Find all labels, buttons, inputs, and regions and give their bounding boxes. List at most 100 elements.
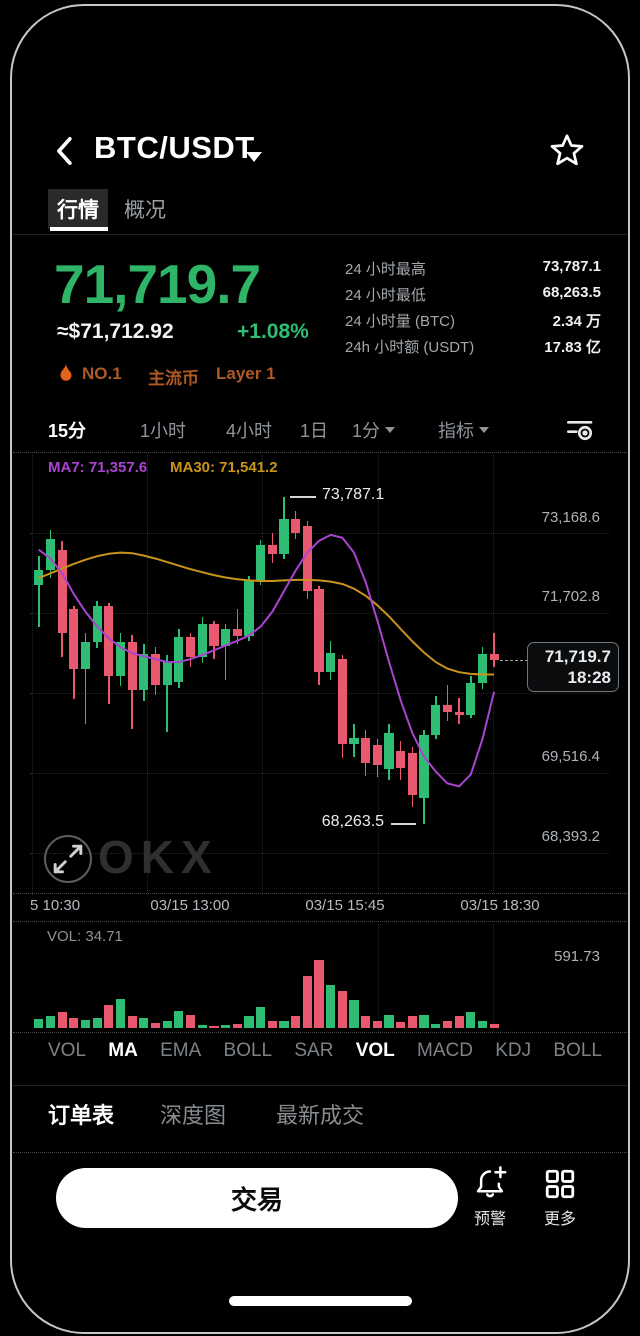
candlestick-chart[interactable]: 73,168.6 71,702.8 69,516.4 68,393.2 73,787.1… — [0, 455, 640, 895]
indicator-ma[interactable]: MA — [108, 1040, 138, 1061]
back-icon[interactable] — [50, 134, 80, 168]
y-axis-label: 69,516.4 — [541, 748, 600, 765]
active-tab-underline — [50, 227, 108, 231]
candle-body — [209, 624, 219, 646]
tab-depth-chart[interactable]: 深度图 — [160, 1103, 227, 1128]
low-annotation-line — [391, 823, 417, 826]
timeframe-1h[interactable]: 1小时 — [140, 421, 187, 441]
candle-body — [104, 606, 114, 677]
stat-row-volume-btc: 24 小时量 (BTC) 2.34 万 — [345, 310, 601, 330]
pair-dropdown-caret-icon[interactable] — [246, 152, 262, 162]
volume-bar — [162, 1020, 172, 1028]
volume-bar — [477, 1021, 488, 1028]
volume-bar — [69, 1017, 79, 1028]
candle-body — [477, 653, 488, 684]
volume-bar — [326, 985, 336, 1028]
candle-body — [291, 518, 301, 534]
volume-bar — [442, 1020, 452, 1028]
fullscreen-expand-icon[interactable] — [44, 835, 92, 883]
x-axis: 5 10:30 03/15 13:00 03/15 15:45 03/15 18:30 — [0, 895, 640, 919]
candle-wick — [38, 555, 40, 627]
bell-plus-icon — [476, 1166, 507, 1198]
high-annotation: 73,787.1 — [321, 486, 385, 504]
volume-bar — [174, 1010, 184, 1028]
candle-body — [314, 589, 324, 672]
volume-bar — [454, 1016, 464, 1028]
candle-body — [384, 733, 394, 769]
candle-body — [92, 606, 102, 642]
volume-pane[interactable] — [0, 924, 640, 1032]
indicator-tab-row: VOL MA EMA BOLL SAR VOL MACD KDJ BOLL — [48, 1040, 602, 1062]
volume-label: VOL: 34.71 — [47, 928, 123, 945]
tab-order-book[interactable]: 订单表 — [48, 1103, 115, 1128]
candle-body — [45, 539, 56, 571]
volume-bar — [34, 1018, 44, 1028]
change-percent: +1.08% — [237, 320, 309, 343]
tab-market[interactable]: 行情 — [48, 189, 108, 229]
candle-body — [489, 653, 499, 660]
candle-body — [279, 518, 289, 555]
timeframe-15m[interactable]: 15分 — [48, 421, 87, 441]
timeframe-1m-dropdown[interactable]: 1分 — [352, 417, 396, 443]
volume-bar — [127, 1016, 137, 1028]
candle-body — [221, 628, 231, 646]
indicator-vol-sub[interactable]: VOL — [355, 1040, 395, 1061]
timeframe-1d[interactable]: 1日 — [300, 421, 329, 441]
candle-wick — [493, 632, 495, 667]
divider — [13, 893, 627, 894]
volume-bar — [139, 1018, 149, 1028]
badge-rank[interactable]: NO.1 — [82, 364, 122, 383]
home-indicator[interactable] — [229, 1296, 412, 1306]
divider — [13, 921, 627, 922]
volume-bar — [197, 1024, 207, 1028]
trade-button[interactable]: 交易 — [56, 1168, 458, 1228]
candle-body — [442, 704, 452, 712]
chart-settings-icon[interactable] — [563, 414, 595, 444]
indicator-boll[interactable]: BOLL — [223, 1040, 273, 1061]
ma30-legend: MA30: 71,541.2 — [170, 459, 278, 476]
chevron-down-icon — [479, 427, 489, 433]
candle-wick — [446, 684, 449, 721]
gridline-v — [32, 455, 33, 895]
stat-label: 24 小时最低 — [345, 287, 426, 304]
volume-bar — [361, 1016, 371, 1028]
alert-label: 预警 — [473, 1211, 506, 1228]
candle-body — [396, 750, 406, 768]
indicator-sar[interactable]: SAR — [294, 1040, 334, 1061]
volume-bar — [115, 998, 126, 1028]
candle-body — [349, 737, 359, 744]
x-axis-label: 03/15 13:00 — [150, 897, 230, 914]
candle-body — [197, 624, 207, 658]
indicator-kdj[interactable]: KDJ — [495, 1040, 532, 1061]
indicator-macd[interactable]: MACD — [417, 1040, 473, 1061]
badge-layer1[interactable]: Layer 1 — [216, 364, 276, 383]
gridline-v — [493, 924, 494, 1032]
fiat-price: ≈$71,712.92 — [57, 320, 174, 343]
alert-button[interactable]: 预警 — [460, 1166, 520, 1229]
last-price-box[interactable]: 71,719.7 18:28 — [527, 641, 619, 692]
candle-wick — [236, 608, 239, 645]
gridline-h — [30, 853, 610, 854]
stat-row-low: 24 小时最低 68,263.5 — [345, 284, 601, 304]
tab-latest-trades[interactable]: 最新成交 — [276, 1103, 365, 1128]
volume-bar — [396, 1021, 406, 1028]
candle-body — [80, 641, 91, 670]
volume-bar — [489, 1023, 499, 1028]
volume-bar — [349, 999, 359, 1028]
indicator-boll-sub[interactable]: BOLL — [553, 1040, 602, 1061]
more-button[interactable]: 更多 — [530, 1166, 590, 1229]
x-axis-label: 5 10:30 — [30, 897, 81, 914]
candle-body — [127, 641, 137, 691]
candle-body — [372, 744, 382, 766]
volume-bar — [337, 991, 347, 1028]
pair-title[interactable]: BTC/USDT — [94, 130, 255, 165]
volume-bar — [232, 1023, 242, 1028]
tab-overview[interactable]: 概况 — [124, 199, 166, 222]
indicator-dropdown[interactable]: 指标 — [438, 417, 489, 443]
candle-body — [34, 570, 44, 586]
indicator-vol-main[interactable]: VOL — [48, 1040, 87, 1061]
favorite-star-icon[interactable] — [549, 132, 585, 168]
indicator-ema[interactable]: EMA — [160, 1040, 202, 1061]
badge-mainstream[interactable]: 主流币 — [148, 369, 199, 388]
timeframe-4h[interactable]: 4小时 — [226, 421, 273, 441]
